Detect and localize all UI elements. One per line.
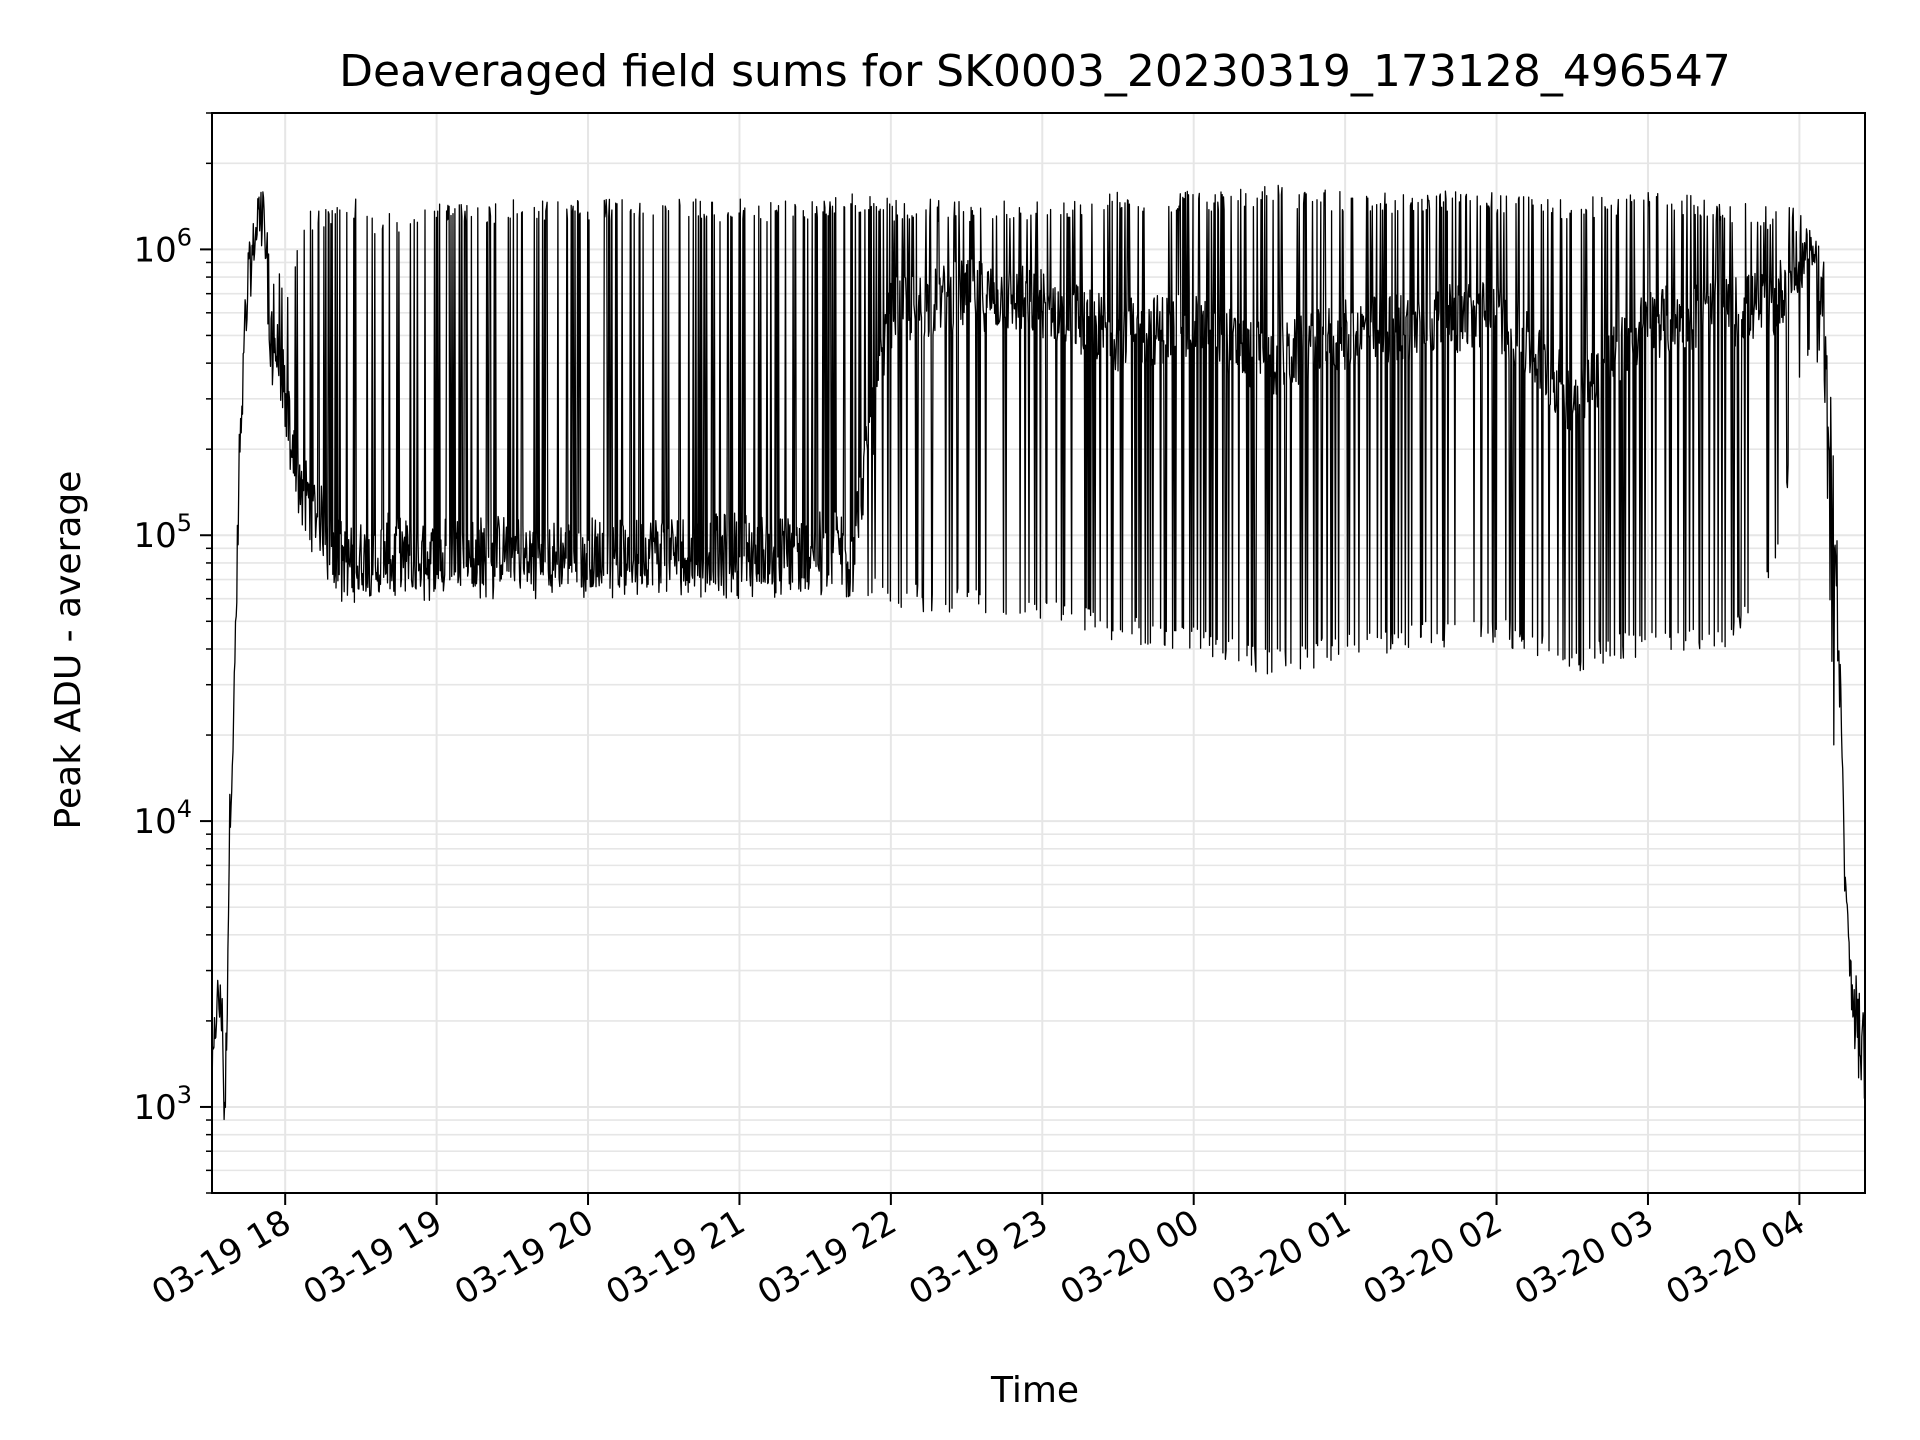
y-tick-label: 106 [133,223,192,270]
y-tick-label: 105 [133,509,192,556]
y-tick-label: 104 [133,795,192,842]
x-axis-label: Time [990,1370,1079,1411]
y-tick-label: 103 [133,1081,192,1128]
y-axis: 103 104 105 106 [133,223,212,1128]
series-line [211,184,1866,1121]
chart-title: Deaveraged field sums for SK0003_2023031… [339,46,1731,97]
plot-area [211,184,1866,1121]
y-axis-label: Peak ADU - average [48,471,89,830]
plot-frame [211,112,1866,1194]
